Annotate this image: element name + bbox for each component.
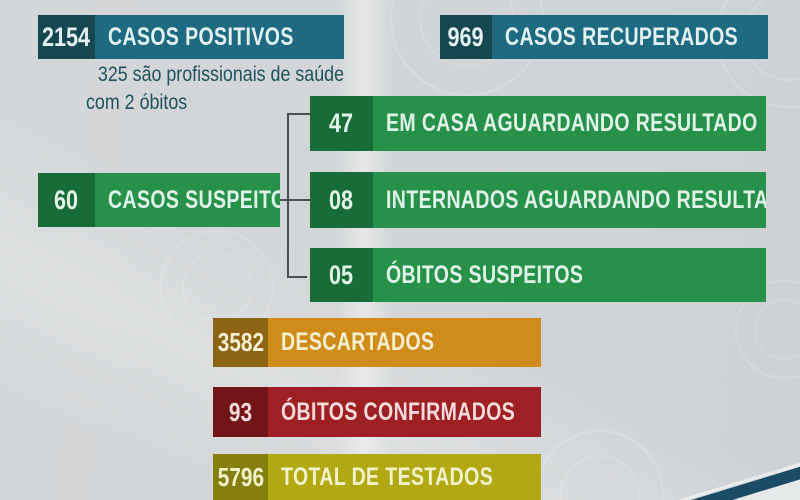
stat-label-obitos-confirmados: ÓBITOS CONFIRMADOS <box>268 387 541 437</box>
stat-label-obitos-suspeitos: ÓBITOS SUSPEITOS <box>373 248 639 302</box>
stat-value-total-testados: 5796 <box>213 454 268 500</box>
stat-label-text: CASOS SUSPEITOS <box>108 185 280 214</box>
stat-value-em-casa: 47 <box>310 96 373 151</box>
note-line-2: com 2 óbitos <box>86 91 188 114</box>
stat-label-casos-positivos: CASOS POSITIVOS <box>95 15 344 59</box>
stat-bar-total-testados: 5796 TOTAL DE TESTADOS <box>213 454 541 500</box>
connector-line-vertical <box>287 113 289 278</box>
stat-label-text: CASOS POSITIVOS <box>108 22 294 51</box>
stat-value-text: 3582 <box>217 327 264 357</box>
stat-bar-casos-suspeitos: 60 CASOS SUSPEITOS <box>38 173 280 227</box>
connector-line-top <box>287 113 310 115</box>
stat-bar-obitos-confirmados: 93 ÓBITOS CONFIRMADOS <box>213 387 541 437</box>
stat-value-text: 60 <box>54 184 79 215</box>
stat-value-text: 5796 <box>217 462 264 492</box>
stat-value-text: 08 <box>329 184 354 215</box>
stat-label-text: ÓBITOS SUSPEITOS <box>386 260 584 289</box>
stat-label-descartados: DESCARTADOS <box>268 318 478 367</box>
stat-label-internados: INTERNADOS AGUARDANDO RESULTADO <box>373 172 766 228</box>
stat-bar-casos-positivos: 2154 CASOS POSITIVOS <box>38 15 344 59</box>
note-line-1: 325 são profissionais de saúde <box>97 63 345 86</box>
stat-bar-casos-recuperados: 969 CASOS RECUPERADOS <box>440 15 768 59</box>
connector-line-middle <box>280 199 310 201</box>
stat-bar-internados-aguardando: 08 INTERNADOS AGUARDANDO RESULTADO <box>310 172 766 228</box>
stat-label-text: ÓBITOS CONFIRMADOS <box>281 397 516 426</box>
stat-bar-descartados: 3582 DESCARTADOS <box>213 318 541 367</box>
stat-value-internados: 08 <box>310 172 373 228</box>
stat-label-em-casa: EM CASA AGUARDANDO RESULTADO <box>373 96 766 151</box>
stat-bar-em-casa-aguardando: 47 EM CASA AGUARDANDO RESULTADO <box>310 96 766 151</box>
virus-decoration <box>535 430 664 500</box>
stat-value-casos-positivos: 2154 <box>38 15 95 59</box>
connector-line-bottom <box>287 276 307 278</box>
stat-value-text: 05 <box>329 259 354 290</box>
stat-value-obitos-confirmados: 93 <box>213 387 268 437</box>
stat-label-text: TOTAL DE TESTADOS <box>281 463 494 491</box>
stat-label-text: INTERNADOS AGUARDANDO RESULTADO <box>386 185 766 214</box>
stat-value-text: 969 <box>447 21 485 52</box>
stat-label-text: DESCARTADOS <box>281 328 435 356</box>
positivos-note: 325 são profissionais de saúde com 2 óbi… <box>86 61 390 117</box>
stat-bar-obitos-suspeitos: 05 ÓBITOS SUSPEITOS <box>310 248 766 302</box>
stat-value-text: 93 <box>228 396 253 427</box>
stat-value-text: 2154 <box>42 21 91 52</box>
stat-value-descartados: 3582 <box>213 318 268 367</box>
stat-value-text: 47 <box>329 108 354 138</box>
stat-label-casos-suspeitos: CASOS SUSPEITOS <box>95 173 280 227</box>
stat-value-casos-suspeitos: 60 <box>38 173 95 227</box>
stat-label-text: EM CASA AGUARDANDO RESULTADO <box>386 109 758 137</box>
stat-value-obitos-suspeitos: 05 <box>310 248 373 302</box>
stat-label-total-testados: TOTAL DE TESTADOS <box>268 454 541 500</box>
stat-label-text: CASOS RECUPERADOS <box>505 22 739 51</box>
stat-value-casos-recuperados: 969 <box>440 15 492 59</box>
stat-label-casos-recuperados: CASOS RECUPERADOS <box>492 15 768 59</box>
